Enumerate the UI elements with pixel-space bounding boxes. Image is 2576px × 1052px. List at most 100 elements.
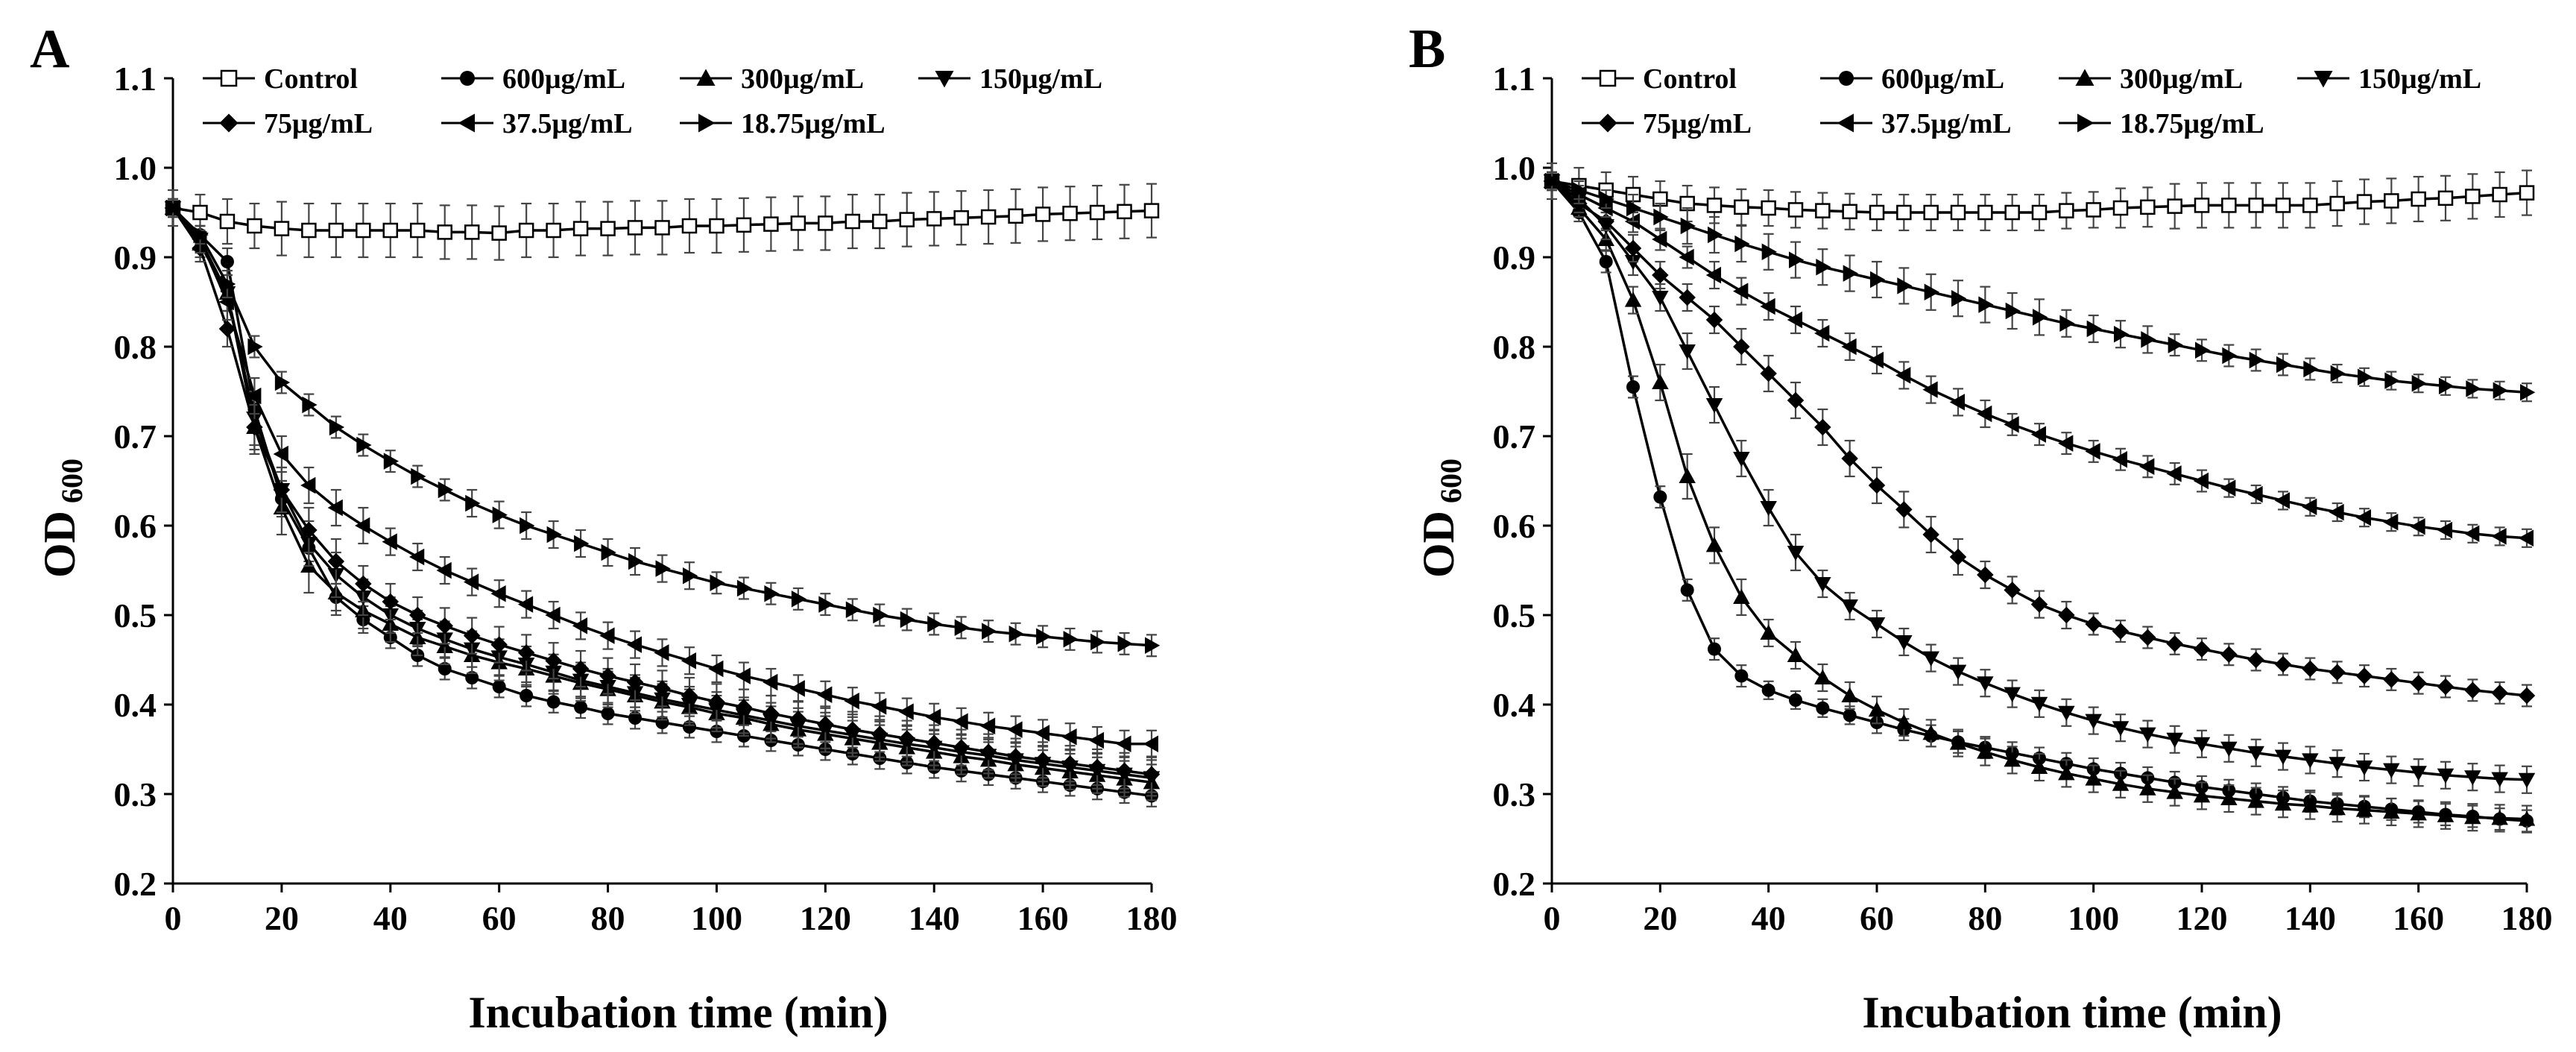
data-point bbox=[274, 374, 291, 391]
data-point bbox=[681, 652, 696, 670]
data-point bbox=[2220, 646, 2238, 664]
y-tick-label: 0.6 bbox=[114, 507, 157, 545]
data-point bbox=[572, 617, 588, 634]
data-point bbox=[2464, 681, 2481, 699]
data-point bbox=[1626, 199, 1642, 217]
data-point bbox=[1708, 226, 1723, 244]
data-point bbox=[2329, 799, 2346, 816]
data-point bbox=[2221, 198, 2237, 213]
data-point bbox=[710, 574, 725, 592]
legend-marker bbox=[696, 69, 716, 86]
data-point bbox=[1679, 289, 1696, 306]
data-point bbox=[1977, 676, 1994, 692]
data-point bbox=[1868, 351, 1884, 369]
data-point bbox=[1145, 637, 1161, 655]
data-point bbox=[436, 561, 452, 579]
data-point bbox=[681, 687, 698, 705]
y-axis-title-b: OD600 bbox=[1414, 459, 1468, 578]
data-point bbox=[329, 418, 345, 436]
data-point bbox=[2519, 185, 2535, 201]
data-point bbox=[492, 680, 506, 693]
x-tick-label: 140 bbox=[909, 899, 960, 937]
data-point bbox=[1090, 633, 1106, 651]
data-point bbox=[274, 221, 290, 236]
data-point bbox=[953, 739, 970, 756]
data-point bbox=[382, 533, 397, 550]
data-point bbox=[1599, 190, 1614, 208]
data-point bbox=[1624, 239, 1642, 257]
data-point bbox=[1035, 207, 1051, 222]
data-point bbox=[166, 199, 182, 217]
data-point bbox=[490, 636, 508, 653]
data-point bbox=[409, 606, 426, 624]
legend-item: 18.75μg/mL bbox=[680, 108, 886, 139]
data-point bbox=[1733, 283, 1749, 300]
data-point bbox=[2411, 191, 2426, 207]
data-point bbox=[2112, 200, 2129, 216]
data-point bbox=[2112, 721, 2130, 737]
data-point bbox=[2518, 529, 2534, 547]
data-point bbox=[572, 221, 589, 236]
data-point bbox=[1787, 646, 1805, 662]
legend-label: 18.75μg/mL bbox=[2120, 108, 2264, 139]
plot-area-b: 0.2 0.3 0.4 0.5 0.6 0.7 0.8 0.9 1.0 1.1 0 20 40 60 80 1… bbox=[1493, 60, 2553, 937]
data-point bbox=[2166, 784, 2183, 799]
data-point bbox=[355, 517, 370, 535]
x-tick-label: 180 bbox=[1126, 899, 1178, 937]
data-point bbox=[383, 453, 400, 470]
data-point bbox=[273, 481, 291, 499]
data-point bbox=[1733, 588, 1750, 604]
y-tick-label: 1.0 bbox=[1493, 149, 1536, 187]
data-point bbox=[356, 222, 371, 239]
x-tick-label: 140 bbox=[2285, 899, 2336, 937]
data-point bbox=[2520, 383, 2536, 401]
data-point bbox=[2491, 528, 2507, 545]
legend-label: 75μg/mL bbox=[264, 108, 373, 139]
legend-marker bbox=[2077, 113, 2094, 133]
data-point bbox=[2004, 752, 2021, 767]
legend-marker bbox=[1598, 113, 1617, 133]
data-point bbox=[1624, 292, 1642, 307]
series-triangle-right bbox=[166, 198, 1161, 658]
data-point bbox=[438, 481, 453, 499]
data-point bbox=[1814, 577, 1831, 593]
data-point bbox=[2085, 714, 2102, 729]
series-line bbox=[1550, 180, 2528, 821]
data-point bbox=[410, 222, 426, 239]
data-point bbox=[2464, 808, 2481, 825]
data-point bbox=[1760, 501, 1777, 517]
data-point bbox=[1787, 546, 1805, 561]
data-point bbox=[2356, 194, 2373, 210]
series-circle bbox=[1545, 171, 2534, 833]
data-point bbox=[2059, 315, 2075, 333]
legend-marker bbox=[220, 69, 238, 87]
data-point bbox=[2383, 803, 2400, 819]
data-point bbox=[2139, 727, 2156, 743]
data-point bbox=[1652, 374, 1669, 389]
data-point bbox=[708, 660, 724, 678]
data-point bbox=[1008, 208, 1023, 224]
data-point bbox=[2030, 696, 2048, 713]
data-point bbox=[2302, 660, 2319, 678]
panel-label-a: A bbox=[30, 19, 69, 80]
data-point bbox=[736, 579, 753, 597]
data-point bbox=[518, 222, 534, 239]
data-point bbox=[1680, 583, 1694, 597]
y-tick-label: 0.4 bbox=[1493, 686, 1536, 724]
legend-item: 300μg/mL bbox=[2059, 63, 2243, 95]
data-point bbox=[2329, 757, 2346, 772]
data-point bbox=[1760, 297, 1775, 315]
x-tick-label: 160 bbox=[1017, 899, 1069, 937]
data-point bbox=[2031, 204, 2048, 221]
x-tick-label: 80 bbox=[1968, 899, 2002, 937]
data-point bbox=[954, 619, 970, 637]
data-point bbox=[654, 220, 670, 236]
data-point bbox=[2410, 805, 2427, 821]
y-tick-label: 0.5 bbox=[114, 596, 157, 634]
y-tick-label: 0.2 bbox=[1493, 865, 1536, 903]
data-point bbox=[2112, 623, 2130, 640]
data-point bbox=[2518, 687, 2536, 705]
data-point bbox=[2355, 760, 2373, 776]
data-point bbox=[409, 548, 425, 566]
